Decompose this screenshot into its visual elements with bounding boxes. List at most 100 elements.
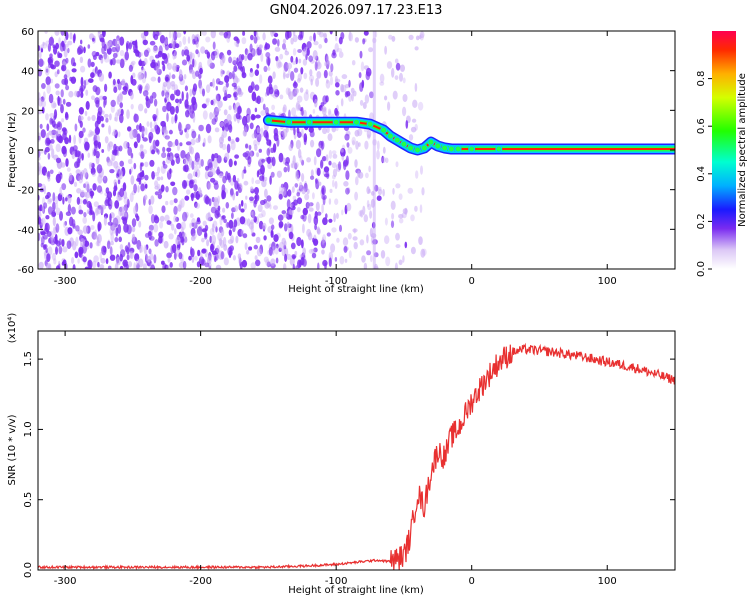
noise-speckle: [38, 51, 42, 59]
noise-speckle: [166, 112, 169, 123]
noise-speckle: [320, 159, 324, 169]
x-tick-label: 100: [598, 276, 617, 287]
noise-speckle: [310, 78, 313, 86]
noise-speckle: [275, 243, 279, 249]
noise-speckle: [228, 219, 234, 229]
noise-speckle: [110, 59, 113, 66]
noise-speckle: [173, 50, 177, 59]
noise-speckle: [114, 237, 119, 243]
noise-speckle: [330, 76, 333, 86]
noise-speckle: [143, 57, 148, 65]
noise-speckle: [200, 46, 206, 54]
noise-speckle: [368, 165, 371, 173]
noise-speckle: [335, 212, 339, 219]
x-tick-label: 0: [469, 276, 475, 287]
noise-speckle: [286, 62, 293, 70]
noise-speckle: [249, 150, 255, 157]
noise-speckle: [308, 74, 315, 82]
noise-speckle: [198, 124, 204, 132]
noise-speckle: [91, 95, 95, 100]
noise-speckle: [95, 150, 100, 159]
noise-speckle: [53, 45, 58, 55]
noise-speckle: [175, 89, 181, 97]
noise-speckle: [148, 136, 152, 144]
noise-speckle: [255, 97, 259, 103]
noise-speckle: [119, 265, 124, 269]
noise-speckle: [126, 224, 132, 235]
noise-speckle: [44, 66, 50, 76]
noise-speckle: [192, 38, 196, 45]
noise-speckle: [110, 232, 114, 242]
noise-speckle: [193, 165, 199, 173]
noise-speckle: [181, 236, 185, 246]
noise-speckle: [164, 214, 170, 222]
noise-speckle: [41, 204, 45, 213]
noise-speckle: [77, 229, 83, 236]
noise-speckle: [242, 152, 249, 158]
noise-speckle: [325, 213, 328, 219]
noise-speckle: [44, 149, 47, 155]
noise-speckle: [318, 31, 324, 38]
noise-speckle: [87, 259, 93, 269]
noise-speckle: [210, 243, 214, 253]
noise-speckle: [204, 262, 210, 268]
noise-speckle: [306, 47, 310, 56]
noise-speckle: [76, 196, 81, 205]
noise-speckle: [365, 67, 372, 77]
noise-speckle: [324, 61, 328, 67]
noise-speckle: [96, 207, 102, 215]
noise-speckle: [302, 223, 305, 234]
figure-title: GN04.2026.097.17.23.E13: [270, 3, 443, 18]
noise-speckle: [101, 245, 107, 256]
noise-speckle: [215, 207, 221, 216]
noise-speckle: [65, 197, 68, 202]
noise-speckle: [45, 40, 50, 47]
noise-speckle: [55, 90, 60, 96]
noise-speckle: [247, 156, 252, 165]
noise-speckle: [291, 107, 297, 117]
noise-speckle: [253, 36, 258, 44]
noise-speckle: [292, 263, 295, 269]
noise-speckle: [241, 37, 247, 45]
noise-speckle: [213, 200, 217, 207]
noise-speckle: [115, 59, 121, 64]
noise-speckle: [292, 48, 297, 56]
noise-speckle: [214, 115, 218, 123]
noise-speckle: [328, 160, 332, 166]
noise-speckle: [321, 249, 325, 255]
noise-speckle: [359, 82, 364, 92]
noise-speckle: [91, 231, 97, 240]
noise-speckle: [101, 46, 105, 55]
noise-speckle: [160, 120, 166, 127]
noise-speckle: [258, 213, 264, 218]
noise-speckle: [61, 40, 65, 48]
noise-speckle: [151, 91, 157, 99]
noise-speckle: [228, 105, 232, 111]
noise-speckle: [228, 123, 233, 133]
noise-speckle: [254, 255, 258, 261]
noise-speckle: [90, 193, 94, 199]
noise-speckle: [266, 261, 271, 268]
noise-speckle: [127, 146, 133, 156]
noise-speckle: [217, 100, 223, 108]
noise-speckle: [418, 35, 422, 40]
noise-speckle: [52, 252, 56, 261]
noise-speckle: [296, 127, 300, 134]
noise-speckle: [415, 170, 419, 179]
noise-speckle: [91, 172, 96, 177]
noise-speckle: [384, 45, 387, 55]
noise-speckle: [149, 40, 156, 46]
noise-speckle: [91, 162, 95, 169]
noise-speckle: [287, 164, 290, 173]
noise-speckle: [232, 174, 237, 183]
noise-speckle: [65, 158, 69, 167]
noise-speckle: [106, 42, 110, 50]
noise-speckle: [53, 114, 56, 121]
noise-speckle: [220, 69, 226, 75]
noise-speckle: [250, 34, 254, 41]
noise-speckle: [223, 244, 228, 251]
noise-speckle: [112, 189, 117, 197]
noise-speckle: [169, 262, 173, 268]
noise-speckle: [142, 263, 147, 269]
x-tick-label: -100: [325, 276, 348, 287]
